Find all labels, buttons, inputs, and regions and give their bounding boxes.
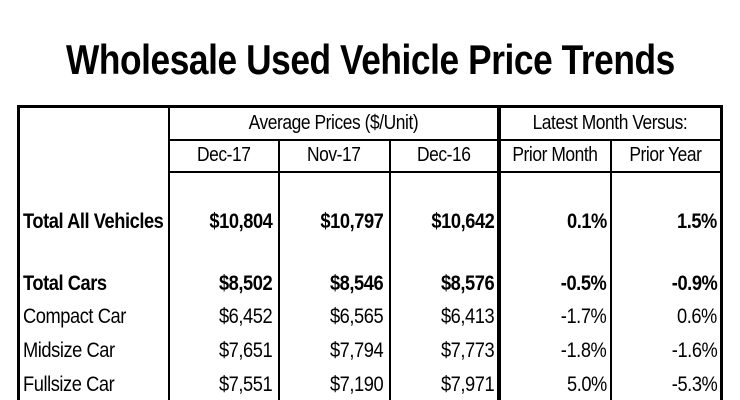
header-group-average-prices: Average Prices ($/Unit) bbox=[168, 106, 501, 141]
value-cell: $7,794 bbox=[278, 333, 391, 368]
cell-value: -0.5% bbox=[560, 271, 607, 295]
table-row-compact-car: Compact Car $6,452 $6,565 $6,413 -1.7% 0… bbox=[18, 300, 722, 334]
header-group-label: Latest Month Versus: bbox=[532, 111, 688, 134]
row-label-cell: Total Cars bbox=[18, 266, 170, 301]
value-cell: $8,502 bbox=[168, 266, 280, 301]
cell-value: -5.3% bbox=[671, 372, 718, 396]
row-label: Fullsize Car bbox=[23, 372, 115, 396]
value-cell: -1.6% bbox=[611, 334, 722, 368]
value-cell: $8,576 bbox=[389, 266, 501, 301]
value-cell: -0.9% bbox=[611, 267, 722, 301]
value-cell: $7,971 bbox=[389, 367, 501, 400]
column-header-label: Nov-17 bbox=[307, 144, 361, 166]
cell-value: $10,797 bbox=[320, 209, 384, 233]
value-cell: $7,651 bbox=[168, 333, 280, 368]
cell-value: -0.9% bbox=[671, 271, 718, 295]
row-label-cell: Compact Car bbox=[18, 300, 170, 334]
column-header-label: Dec-17 bbox=[196, 144, 251, 166]
cell-value: -1.7% bbox=[560, 305, 607, 328]
value-cell: $6,452 bbox=[168, 300, 280, 334]
column-header-row: Dec-17 Nov-17 Dec-16 Prior Month Prior Y… bbox=[19, 139, 722, 173]
header-group-row: Average Prices ($/Unit) Latest Month Ver… bbox=[18, 106, 722, 172]
row-label-cell: Fullsize Car bbox=[18, 367, 170, 400]
value-cell: $7,551 bbox=[168, 367, 280, 400]
row-label: Compact Car bbox=[23, 305, 126, 328]
cell-value: 0.6% bbox=[677, 305, 718, 328]
cell-value: $8,502 bbox=[219, 271, 273, 295]
value-cell: $8,546 bbox=[278, 266, 391, 301]
cell-value: $10,642 bbox=[431, 209, 495, 233]
cell-value: $7,971 bbox=[441, 372, 495, 396]
column-header-prior-year: Prior Year bbox=[610, 139, 722, 173]
value-cell: $10,797 bbox=[278, 204, 391, 239]
header-group-latest-month: Latest Month Versus: bbox=[498, 106, 722, 141]
column-header-label: Prior Month bbox=[512, 144, 598, 166]
column-header-label: Dec-16 bbox=[416, 144, 471, 166]
value-cell: 0.1% bbox=[498, 204, 612, 239]
corner-cell bbox=[18, 106, 170, 172]
cell-value: $10,804 bbox=[209, 209, 273, 233]
column-header-nov17: Nov-17 bbox=[278, 139, 391, 173]
spacer-row bbox=[18, 171, 722, 205]
value-cell: 1.5% bbox=[611, 205, 722, 239]
page-title-text: Wholesale Used Vehicle Price Trends bbox=[65, 36, 675, 83]
cell-value: $7,773 bbox=[441, 338, 495, 362]
page-title: Wholesale Used Vehicle Price Trends bbox=[0, 33, 740, 87]
row-label: Total All Vehicles bbox=[23, 209, 164, 233]
cell-value: $8,576 bbox=[441, 271, 495, 295]
value-cell: $6,413 bbox=[389, 300, 501, 334]
column-header-label: Prior Year bbox=[629, 144, 703, 166]
cell-value: $7,190 bbox=[330, 372, 384, 396]
column-header-prior-month: Prior Month bbox=[498, 139, 612, 173]
price-trends-table-wrapper: Average Prices ($/Unit) Latest Month Ver… bbox=[17, 105, 724, 400]
value-cell: $10,642 bbox=[389, 204, 501, 239]
row-label: Midsize Car bbox=[23, 338, 115, 362]
price-trends-table: Average Prices ($/Unit) Latest Month Ver… bbox=[17, 105, 724, 400]
table-row-fullsize-car: Fullsize Car $7,551 $7,190 $7,971 5.0% -… bbox=[18, 367, 722, 400]
cell-value: $7,794 bbox=[330, 338, 384, 362]
cell-value: -1.6% bbox=[671, 338, 718, 362]
value-cell: -0.5% bbox=[498, 266, 612, 301]
cell-value: 0.1% bbox=[566, 209, 607, 233]
row-label: Total Cars bbox=[23, 271, 107, 295]
cell-value: $7,551 bbox=[219, 372, 273, 396]
cell-value: $6,452 bbox=[219, 305, 273, 328]
cell-value: -1.8% bbox=[560, 338, 607, 362]
table-row-total-all-vehicles: Total All Vehicles $10,804 $10,797 $10,6… bbox=[18, 204, 722, 239]
spacer-row bbox=[18, 238, 722, 267]
column-header-dec17: Dec-17 bbox=[168, 139, 280, 173]
cell-value: $6,565 bbox=[330, 305, 384, 328]
cell-value: $8,546 bbox=[330, 271, 384, 295]
table-row-midsize-car: Midsize Car $7,651 $7,794 $7,773 -1.8% -… bbox=[18, 333, 722, 368]
value-cell: -1.8% bbox=[498, 333, 612, 368]
column-header-dec16: Dec-16 bbox=[389, 139, 501, 173]
value-cell: -1.7% bbox=[498, 300, 612, 334]
cell-value: 1.5% bbox=[677, 209, 718, 233]
value-cell: $6,565 bbox=[278, 300, 391, 334]
table-row-total-cars: Total Cars $8,502 $8,546 $8,576 -0.5% -0… bbox=[18, 266, 722, 301]
cell-value: 5.0% bbox=[566, 372, 607, 396]
value-cell: $7,773 bbox=[389, 333, 501, 368]
cell-value: $7,651 bbox=[219, 338, 273, 362]
cell-value: $6,413 bbox=[441, 305, 495, 328]
row-label-cell: Midsize Car bbox=[18, 333, 170, 368]
value-cell: $10,804 bbox=[168, 204, 280, 239]
header-group-label: Average Prices ($/Unit) bbox=[248, 111, 418, 134]
value-cell: 0.6% bbox=[611, 301, 722, 334]
value-cell: -5.3% bbox=[611, 368, 722, 400]
value-cell: 5.0% bbox=[498, 367, 612, 400]
row-label-cell: Total All Vehicles bbox=[18, 204, 170, 239]
value-cell: $7,190 bbox=[278, 367, 391, 400]
